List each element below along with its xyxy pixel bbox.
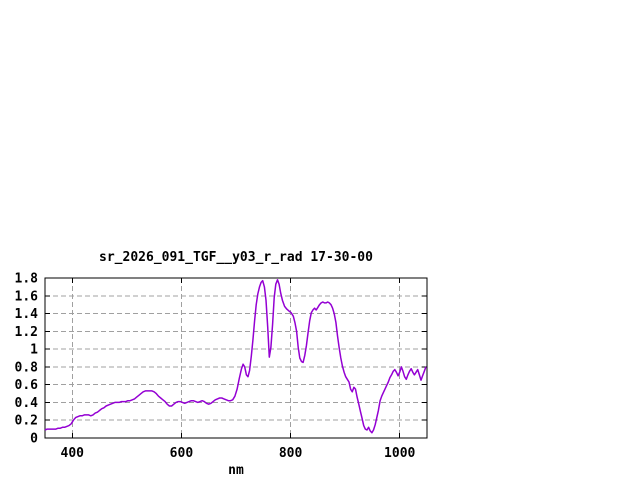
x-axis-label: nm xyxy=(228,463,244,478)
y-tick-label: 0.6 xyxy=(15,378,39,393)
plot-border xyxy=(44,277,428,439)
y-tick-label: 1.2 xyxy=(15,325,38,340)
y-tick-label: 0 xyxy=(30,432,38,447)
x-tick-label: 400 xyxy=(61,446,85,461)
chart-title: sr_2026_091_TGF__y03_r_rad 17-30-00 xyxy=(99,250,373,265)
spectrum-line xyxy=(44,279,427,434)
y-tick-label: 1.6 xyxy=(15,289,39,304)
x-tick-label: 600 xyxy=(170,446,194,461)
y-tick-label: 0.4 xyxy=(15,396,39,411)
y-tick-label: 1 xyxy=(30,343,38,358)
y-tick-label: 1.4 xyxy=(15,307,39,322)
y-tick-label: 1.8 xyxy=(15,272,39,287)
y-tick-label: 0.8 xyxy=(15,360,39,375)
y-tick-label: 0.2 xyxy=(15,414,38,429)
x-tick-label: 1000 xyxy=(384,446,415,461)
x-tick-label: 800 xyxy=(279,446,303,461)
